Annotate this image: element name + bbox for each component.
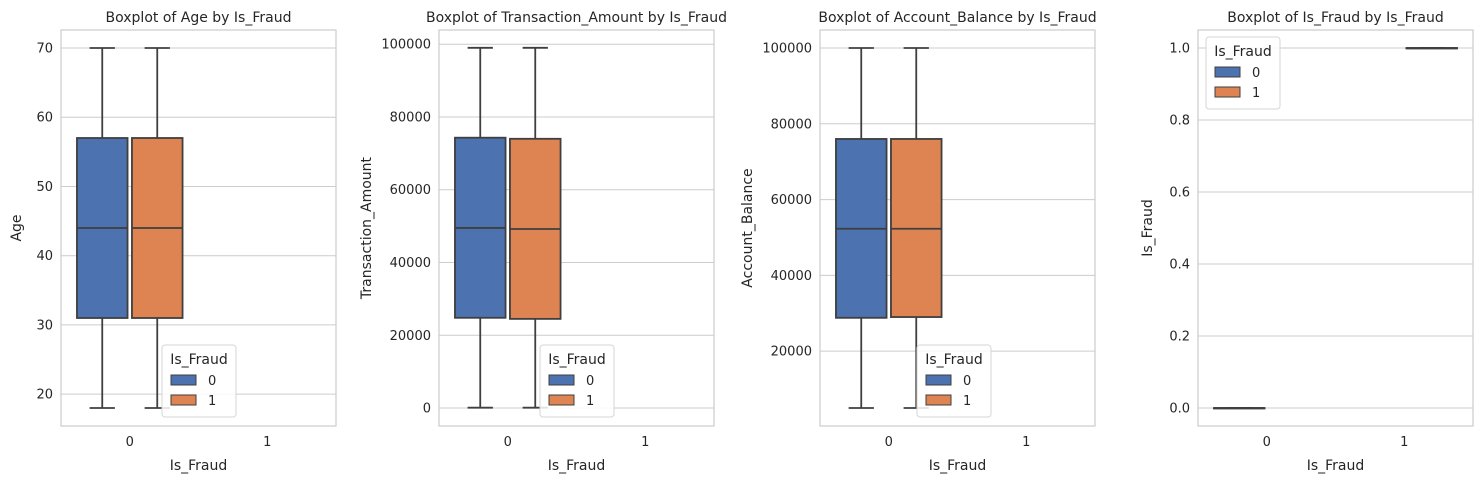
y-tick-label: 20	[36, 388, 53, 403]
x-axis-label: Is_Fraud	[929, 458, 987, 474]
y-tick-label: 40000	[390, 256, 431, 271]
x-tick-label: 0	[504, 435, 512, 450]
y-tick-label: 0.4	[1169, 258, 1190, 273]
legend-swatch-1	[548, 394, 575, 406]
y-axis-label: Age	[9, 214, 25, 241]
legend-title: Is_Fraud	[548, 352, 606, 368]
legend: Is_Fraud 0 1	[161, 344, 237, 418]
y-tick-label: 70	[36, 42, 53, 57]
legend-label: 0	[208, 374, 216, 389]
box-1-cat-0	[890, 47, 943, 409]
subplot-3: 20000 40000 60000 80000 100000 0 1 Boxplot of A…	[740, 10, 1097, 474]
legend-title: Is_Fraud	[1214, 44, 1272, 60]
axes-frame	[60, 29, 337, 427]
x-tick-label: 1	[263, 435, 271, 450]
y-axis-label: Is_Fraud	[1140, 199, 1156, 257]
legend-swatch-1	[925, 394, 952, 406]
legend: Is_Fraud 0 1	[1205, 36, 1281, 110]
legend-label: 1	[586, 394, 594, 409]
box-1-cat-0	[509, 46, 562, 409]
x-tick-label: 0	[126, 435, 134, 450]
y-tick-label: 60	[36, 111, 53, 126]
y-tick-label: 30	[36, 318, 53, 333]
y-tick-label: 50	[36, 180, 53, 195]
legend-swatch-0	[1214, 66, 1241, 78]
legend-swatch-0	[548, 374, 575, 386]
box-0-cat-0	[454, 46, 507, 409]
legend-swatch-1	[1214, 86, 1241, 98]
subplot-1: 20 30 40 50 60 70 0 1 Boxplot of Age by Is_Fraud…	[9, 10, 337, 474]
chart-title: Boxplot of Account_Balance by Is_Fraud	[818, 10, 1096, 26]
y-tick-label: 0.6	[1169, 186, 1190, 201]
axes-frame	[1197, 29, 1474, 427]
y-tick-label: 80000	[390, 110, 431, 125]
x-tick-label: 0	[1263, 435, 1271, 450]
y-tick-label: 40	[36, 249, 53, 264]
y-tick-label: 0.0	[1169, 402, 1190, 417]
y-tick-label: 40000	[771, 269, 812, 284]
y-tick-label: 60000	[390, 183, 431, 198]
legend: Is_Fraud 0 1	[539, 344, 615, 418]
y-tick-label: 20000	[390, 329, 431, 344]
y-tick-label: 20000	[771, 345, 812, 360]
box-1-cat-1	[1405, 47, 1458, 50]
box-0-cat-0	[76, 47, 129, 409]
x-tick-label: 1	[1022, 435, 1030, 450]
y-axis-label: Account_Balance	[740, 168, 756, 287]
legend-label: 0	[1252, 66, 1260, 81]
y-tick-label: 0	[423, 402, 431, 417]
y-tick-label: 0.2	[1169, 330, 1190, 345]
y-tick-label: 100000	[762, 42, 812, 57]
box-1-cat-0	[131, 47, 184, 409]
axes-frame	[438, 29, 715, 427]
legend-label: 1	[1252, 86, 1260, 101]
legend-swatch-1	[170, 394, 197, 406]
subplot-4: 0.0 0.2 0.4 0.6 0.8 1.0 0 1 Boxplot of Is_Fraud …	[1140, 10, 1474, 474]
y-tick-label: 100000	[381, 38, 431, 53]
x-tick-label: 1	[1400, 435, 1408, 450]
x-tick-label: 0	[885, 435, 893, 450]
axes-frame	[819, 29, 1096, 427]
y-tick-label: 1.0	[1169, 42, 1190, 57]
chart-title: Boxplot of Is_Fraud by Is_Fraud	[1227, 10, 1443, 26]
legend-swatch-0	[925, 374, 952, 386]
x-tick-label: 1	[641, 435, 649, 450]
legend-title: Is_Fraud	[170, 352, 228, 368]
legend-swatch-0	[170, 374, 197, 386]
subplot-2: 0 20000 40000 60000 80000 100000 0 1 Boxplot of …	[359, 10, 727, 474]
y-axis-label: Transaction_Amount	[359, 156, 375, 300]
legend-label: 0	[586, 374, 594, 389]
y-tick-label: 60000	[771, 193, 812, 208]
legend-label: 1	[208, 394, 216, 409]
y-tick-label: 80000	[771, 117, 812, 132]
legend: Is_Fraud 0 1	[916, 344, 992, 418]
y-tick-label: 0.8	[1169, 114, 1190, 129]
box-0-cat-0	[835, 47, 888, 409]
legend-label: 1	[963, 394, 971, 409]
chart-title: Boxplot of Age by Is_Fraud	[106, 10, 292, 26]
x-axis-label: Is_Fraud	[548, 458, 606, 474]
legend-label: 0	[963, 374, 971, 389]
legend-title: Is_Fraud	[925, 352, 983, 368]
x-axis-label: Is_Fraud	[1307, 458, 1365, 474]
box-0-cat-0	[1213, 407, 1266, 410]
x-axis-label: Is_Fraud	[170, 458, 228, 474]
chart-title: Boxplot of Transaction_Amount by Is_Frau…	[426, 10, 727, 26]
